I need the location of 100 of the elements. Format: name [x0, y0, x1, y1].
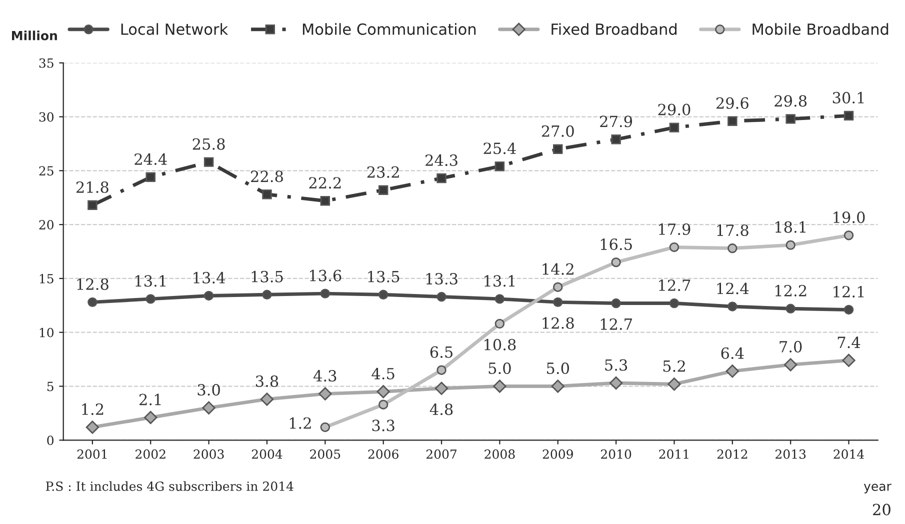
data-label: 12.8 [542, 317, 574, 329]
point [784, 358, 798, 372]
legend-label: Mobile Broadband [752, 23, 888, 35]
point [434, 382, 448, 396]
point [320, 422, 330, 432]
x-tick-label: 2008 [484, 449, 515, 459]
point [669, 242, 680, 252]
y-tick-label: 10 [40, 328, 54, 338]
data-label: 22.2 [309, 177, 341, 189]
text: P.S : It includes 4G subscribers in 2014 [46, 481, 294, 491]
y-tick-label: 35 [39, 58, 54, 68]
point [436, 365, 446, 375]
data-label: 12.7 [600, 318, 632, 330]
data-label: 5.2 [663, 360, 685, 372]
point [786, 304, 796, 314]
point [262, 190, 272, 200]
x-tick-label: 2012 [717, 449, 748, 459]
data-label: 24.4 [134, 153, 167, 165]
x-tick-label: 2006 [368, 449, 398, 459]
data-label: 3.8 [256, 375, 278, 387]
x-tick-label: 2010 [600, 449, 632, 459]
x-tick-label: 2009 [542, 449, 573, 459]
data-label: 1.2 [290, 417, 311, 429]
point [146, 172, 156, 182]
point [494, 162, 505, 172]
point [262, 290, 272, 300]
point [844, 304, 854, 315]
y-tick-label: 25 [39, 166, 54, 176]
data-label: 23.2 [367, 166, 399, 178]
point [611, 257, 621, 268]
data-label: 27.0 [542, 125, 574, 137]
data-label: 13.4 [194, 272, 226, 284]
point [204, 157, 214, 167]
point [320, 288, 330, 298]
data-label: 18.1 [775, 221, 806, 233]
data-label: 29.0 [658, 104, 690, 116]
point [551, 380, 564, 393]
data-label: 3.3 [372, 420, 394, 432]
point [260, 392, 274, 406]
y-tick-label: 0 [47, 436, 54, 446]
data-label: 10.8 [484, 338, 516, 350]
legend-label: Local Network [121, 23, 228, 35]
point [609, 376, 623, 390]
data-label: 7.0 [780, 340, 802, 352]
point [202, 401, 216, 414]
data-label: 6.5 [430, 346, 452, 358]
point [318, 387, 332, 400]
x-tick-label: 2011 [659, 449, 688, 459]
data-label: 29.8 [774, 95, 807, 107]
x-tick-label: 2001 [77, 449, 107, 459]
point [378, 185, 388, 195]
point [611, 134, 621, 144]
point [786, 114, 796, 124]
y-tick-label: 20 [39, 220, 54, 230]
point [553, 144, 563, 154]
point [728, 116, 738, 126]
point [553, 297, 563, 308]
point [144, 410, 158, 424]
legend-label: Mobile Communication [302, 23, 476, 35]
data-label: 6.4 [721, 347, 744, 359]
data-label: 19.0 [834, 212, 865, 224]
data-label: 12.7 [659, 279, 690, 292]
legend-label: Fixed Broadband [552, 23, 676, 35]
point [668, 378, 681, 391]
point [376, 385, 390, 398]
data-label: 4.5 [372, 368, 394, 380]
data-label: 13.1 [484, 275, 515, 287]
data-label: 22.8 [251, 170, 283, 182]
x-tick-label: 2005 [310, 449, 340, 459]
data-label: 29.6 [716, 97, 748, 109]
data-label: 14.2 [542, 263, 574, 275]
x-tick-label: 2004 [252, 449, 282, 459]
x-tick-label: 2014 [834, 449, 864, 459]
data-label: 4.8 [430, 404, 453, 416]
data-label: 5.3 [605, 359, 628, 371]
point [88, 200, 98, 210]
y-axis-title: Million [12, 30, 57, 40]
data-label: 17.9 [659, 223, 690, 235]
text: 20 [873, 504, 890, 516]
data-label: 13.5 [252, 270, 283, 282]
point [378, 290, 388, 300]
data-label: 12.2 [775, 284, 806, 296]
point [728, 243, 738, 254]
point [493, 380, 506, 393]
data-label: 13.5 [368, 270, 400, 282]
point [728, 302, 738, 312]
x-tick-label: 2002 [136, 449, 166, 459]
x-axis-title: year [864, 484, 892, 494]
data-label: 27.9 [600, 116, 632, 128]
y-tick-label: 5 [47, 382, 54, 392]
data-label: 24.3 [426, 154, 458, 166]
data-label: 5.0 [488, 362, 511, 374]
data-label: 13.3 [426, 273, 458, 285]
data-label: 17.8 [717, 224, 748, 236]
point [378, 400, 388, 410]
point [86, 420, 100, 434]
data-label: 12.4 [717, 282, 749, 294]
data-label: 25.8 [192, 138, 225, 150]
point [726, 364, 739, 378]
x-tick-label: 2013 [776, 449, 806, 459]
